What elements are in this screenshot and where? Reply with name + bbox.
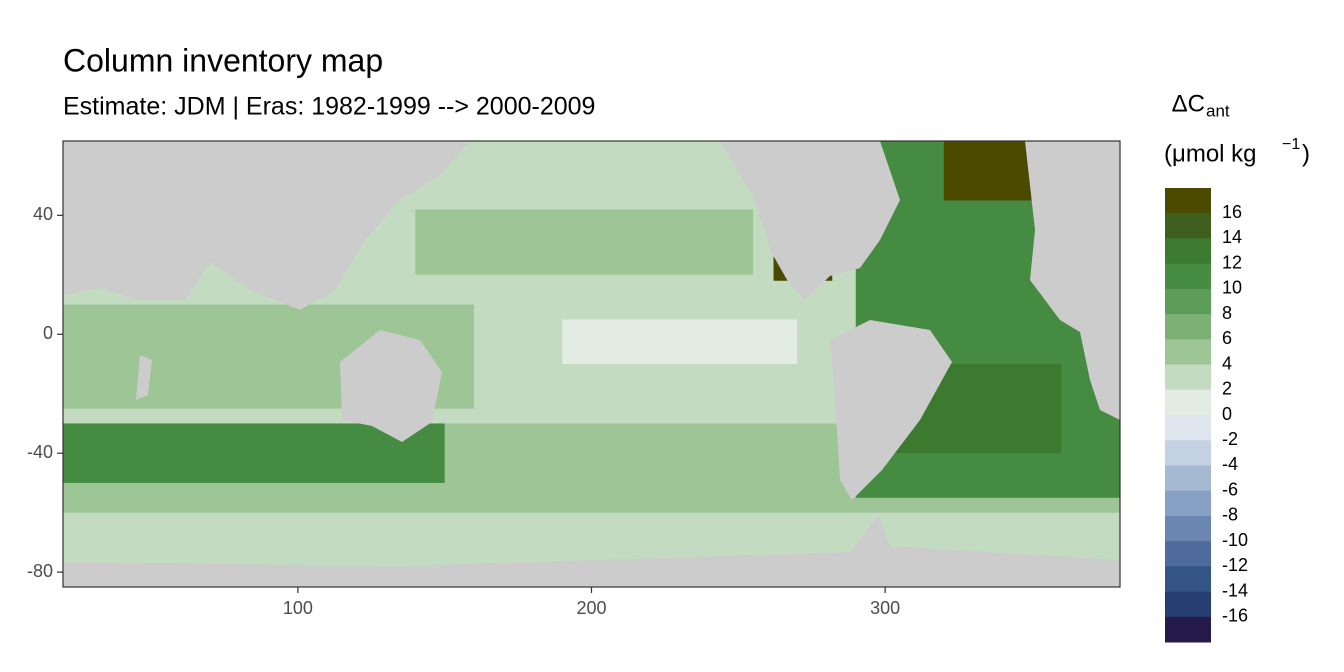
legend-swatch — [1165, 515, 1211, 542]
y-tick-label: -40 — [27, 442, 53, 462]
ocean-region — [562, 319, 798, 364]
ocean-region — [415, 209, 753, 275]
legend-swatch — [1165, 490, 1211, 517]
land-madagascar — [136, 355, 152, 400]
legend-unit-superscript: −1 — [1282, 136, 1300, 153]
chart-title: Column inventory map — [63, 42, 383, 78]
y-tick-label: 0 — [43, 323, 53, 343]
legend-swatch — [1165, 238, 1211, 265]
legend-label: -6 — [1222, 479, 1238, 499]
legend-swatch — [1165, 440, 1211, 466]
legend-label: -8 — [1222, 505, 1238, 525]
legend-swatch — [1165, 389, 1211, 416]
legend-label: 0 — [1222, 404, 1232, 424]
legend-label: 2 — [1222, 379, 1232, 399]
legend-unit: (μmol kg — [1164, 140, 1257, 167]
land-australia — [340, 330, 442, 442]
legend-label: 16 — [1222, 202, 1242, 222]
legend-swatch — [1165, 213, 1211, 239]
legend-label: 14 — [1222, 227, 1242, 247]
land-antarctica — [63, 515, 1120, 587]
legend-swatch — [1165, 591, 1211, 618]
chart-subtitle: Estimate: JDM | Eras: 1982-1999 --> 2000… — [63, 93, 595, 121]
legend-label: -2 — [1222, 429, 1238, 449]
x-tick-label: 100 — [283, 598, 313, 618]
x-tick-label: 200 — [576, 598, 606, 618]
legend-label: 4 — [1222, 353, 1232, 373]
legend-label: -14 — [1222, 580, 1248, 600]
land — [63, 141, 1120, 587]
legend-title: ΔC — [1172, 90, 1205, 117]
legend-label: -12 — [1222, 555, 1248, 575]
legend-label: -16 — [1222, 606, 1248, 626]
land-north-america — [720, 141, 900, 300]
legend-swatch — [1165, 415, 1211, 441]
legend-label: 10 — [1222, 278, 1242, 298]
land-eurasia-africa — [63, 141, 470, 310]
legend-swatch — [1165, 288, 1211, 315]
legend-swatch — [1165, 314, 1211, 340]
legend-swatch — [1165, 465, 1211, 492]
legend-title-subscript: ant — [1206, 101, 1230, 120]
legend-unit-close: ) — [1302, 140, 1310, 167]
legend-label: -4 — [1222, 454, 1238, 474]
land-africa-europe — [1025, 141, 1120, 420]
legend-swatch — [1165, 566, 1211, 593]
ocean-region — [63, 423, 445, 483]
legend-swatch — [1165, 263, 1211, 290]
legend-swatch — [1165, 616, 1211, 643]
legend: 16 14 12 10 8 6 4 2 0 -2 -4 -6 -8 -10 -12 -14 -16 — [1165, 188, 1248, 643]
y-tick-label: -80 — [27, 561, 53, 581]
legend-label: -10 — [1222, 530, 1248, 550]
legend-label: 12 — [1222, 252, 1242, 272]
land-south-america — [830, 320, 952, 500]
legend-swatch — [1165, 541, 1211, 567]
x-tick-label: 300 — [870, 598, 900, 618]
legend-swatch — [1165, 339, 1211, 366]
legend-swatch — [1165, 188, 1211, 214]
legend-label: 8 — [1222, 303, 1232, 323]
legend-label: 6 — [1222, 328, 1232, 348]
legend-swatch — [1165, 364, 1211, 391]
y-tick-label: 40 — [33, 204, 53, 224]
